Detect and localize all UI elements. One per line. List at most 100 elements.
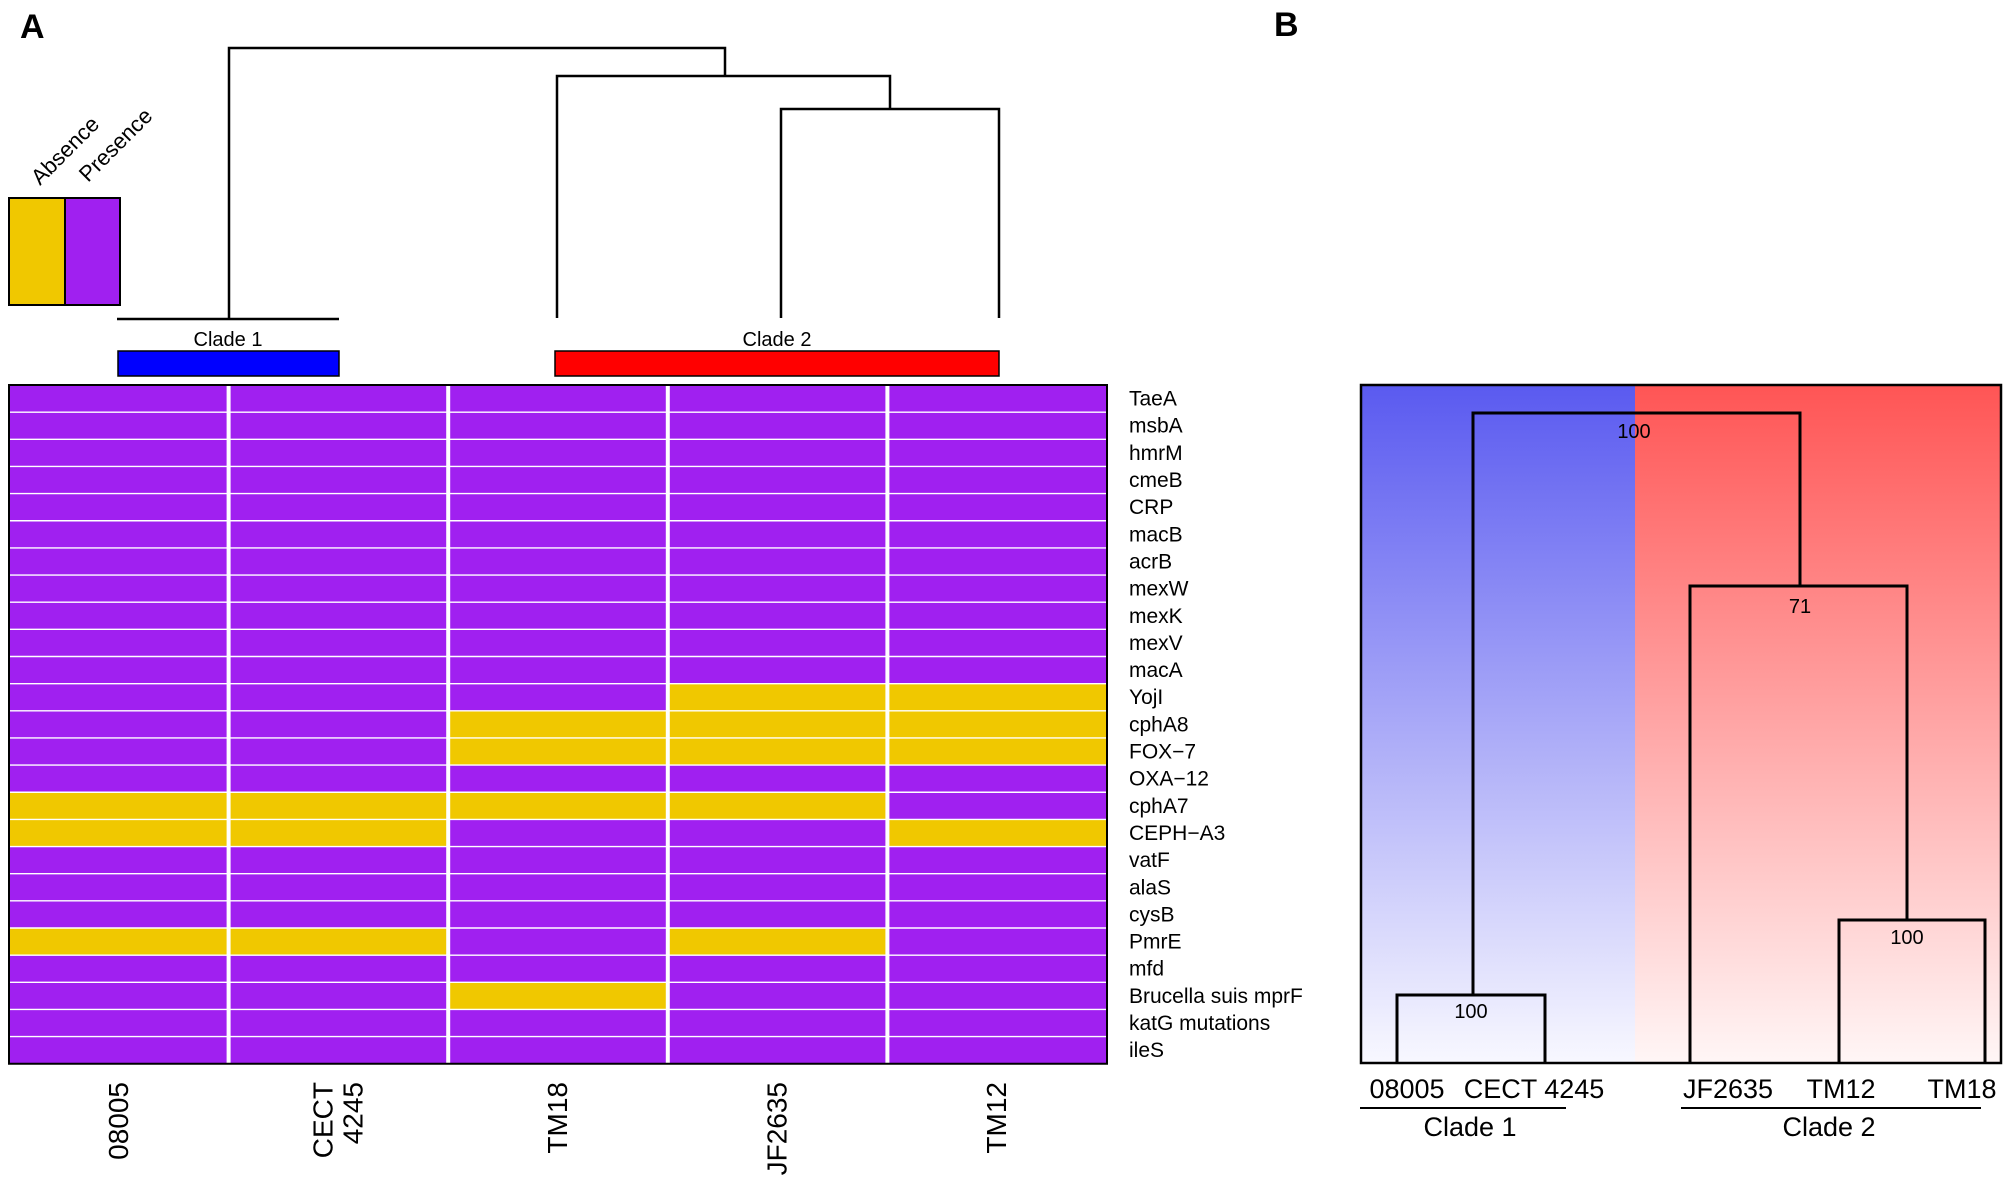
gene-label: mexK [1129, 605, 1183, 628]
heatmap-cell [228, 466, 449, 494]
clade2-label: Clade 2 [743, 329, 812, 351]
strain-label: CECT [307, 1082, 338, 1158]
heatmap-cell [667, 1036, 888, 1064]
heatmap-cell [667, 629, 888, 657]
heatmap-cell [448, 602, 668, 630]
heatmap-cell [9, 683, 229, 711]
clade1-bar [117, 350, 340, 377]
heatmap-cell [448, 710, 668, 738]
heatmap-cell [887, 385, 1107, 413]
bootstrap-tm12-tm18: 100 [1890, 927, 1923, 949]
tree-clade-labels: Clade 1 Clade 2 [1360, 1107, 1981, 1142]
gene-label: mexV [1129, 632, 1183, 655]
heatmap-cell [9, 466, 229, 494]
heatmap-cell [448, 737, 668, 766]
heatmap-cell [228, 412, 449, 440]
heatmap-cell [887, 819, 1107, 847]
heatmap-cell [228, 737, 449, 766]
heatmap-cell [448, 629, 668, 657]
heatmap-cell [448, 683, 668, 711]
tree-panel: 100 71 100 100 [1359, 383, 2003, 1065]
clade1-label: Clade 1 [194, 329, 263, 351]
heatmap-cell [228, 683, 449, 711]
heatmap-cell [228, 819, 449, 847]
gene-label: mexW [1129, 578, 1189, 601]
heatmap-cell [667, 656, 888, 684]
gene-label: cphA7 [1129, 795, 1189, 818]
heatmap-cell [228, 846, 449, 874]
heatmap-cell [9, 765, 229, 793]
heatmap-cell [228, 629, 449, 657]
heatmap-cell [228, 520, 449, 548]
heatmap [8, 384, 1108, 1065]
heatmap-cell [448, 547, 668, 576]
gene-label: CRP [1129, 496, 1173, 519]
heatmap-cell [887, 602, 1107, 630]
heatmap-cell [9, 955, 229, 983]
gene-label: acrB [1129, 550, 1172, 573]
heatmap-cell [228, 385, 449, 413]
leaf-cect-4245: CECT 4245 [1464, 1074, 1605, 1104]
dendrogram-a [117, 46, 1001, 321]
heatmap-cell [228, 1009, 449, 1037]
clade-bars: Clade 1 Clade 2 [117, 329, 1000, 377]
heatmap-cell [667, 819, 888, 847]
gene-label: TaeA [1129, 388, 1177, 411]
heatmap-cell [887, 683, 1107, 711]
gene-label: vatF [1129, 849, 1170, 872]
heatmap-cell [887, 1009, 1107, 1037]
gene-label: cphA8 [1129, 713, 1189, 736]
heatmap-cell [9, 520, 229, 548]
tree-clade1-label: Clade 1 [1423, 1112, 1516, 1142]
heatmap-cell [667, 575, 888, 603]
heatmap-cell [448, 928, 668, 956]
gene-label: hmrM [1129, 442, 1183, 465]
heatmap-cell [448, 493, 668, 521]
heatmap-cell [448, 792, 668, 820]
heatmap-cell [448, 1036, 668, 1064]
tree-tm12-tm18 [1837, 918, 1987, 1063]
heatmap-cell [667, 520, 888, 548]
dendro-a-root [227, 46, 727, 318]
heatmap-cell [228, 575, 449, 603]
heatmap-cell [887, 1036, 1107, 1064]
heatmap-cell [228, 439, 449, 467]
gene-labels: TaeA msbA hmrM cmeB CRP macB acrB mexW mexK mexV m… [1129, 388, 1303, 1063]
heatmap-cell [9, 439, 229, 467]
heatmap-cell [448, 466, 668, 494]
heatmap-cell [448, 819, 668, 847]
heatmap-cell [887, 765, 1107, 793]
heatmap-cell [667, 602, 888, 630]
heatmap-cell [9, 710, 229, 738]
tree-root [1471, 411, 1802, 995]
heatmap-cell [887, 439, 1107, 467]
dendro-a-jf2635-tm12 [779, 107, 1001, 318]
heatmap-cell [9, 412, 229, 440]
tree-clade2-label: Clade 2 [1782, 1112, 1875, 1142]
heatmap-cell [9, 928, 229, 956]
panel-a-label: A [20, 8, 45, 46]
heatmap-cell [667, 547, 888, 576]
heatmap-cell [9, 602, 229, 630]
leaf-08005: 08005 [1369, 1074, 1444, 1104]
gene-label: cmeB [1129, 469, 1183, 492]
heatmap-cell [448, 1009, 668, 1037]
heatmap-cell [9, 900, 229, 928]
legend-absence-swatch [8, 197, 66, 306]
heatmap-cell [887, 982, 1107, 1010]
heatmap-cell [887, 873, 1107, 901]
heatmap-cell [228, 710, 449, 738]
dendrogram-b [1395, 411, 1987, 1063]
heatmap-cell [667, 955, 888, 983]
heatmap-cell [887, 928, 1107, 956]
heatmap-cell [9, 846, 229, 874]
heatmap-cell [887, 955, 1107, 983]
gene-label: msbA [1129, 415, 1183, 438]
dendro-a-clade2 [555, 74, 892, 318]
gene-label: CEPH−A3 [1129, 822, 1225, 845]
clade2-gradient [1635, 385, 2001, 1063]
heatmap-cell [667, 737, 888, 766]
strain-label: 08005 [103, 1082, 134, 1160]
gene-label: YojI [1129, 686, 1163, 709]
